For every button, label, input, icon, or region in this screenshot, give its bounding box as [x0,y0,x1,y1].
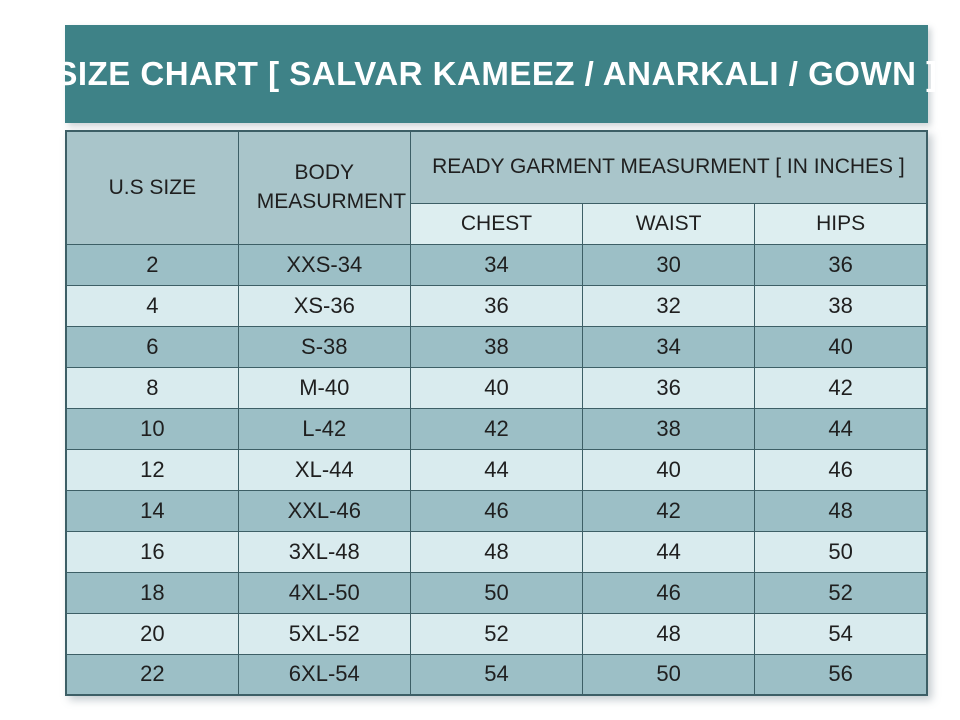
size-chart-table: U.S SIZE BODY MEASURMENT READY GARMENT M… [65,130,928,696]
table-cell-body: 6XL-54 [237,653,411,696]
col-header-chest: CHEST [409,202,584,245]
table-cell-hips: 40 [754,325,928,368]
table-header: U.S SIZE BODY MEASURMENT READY GARMENT M… [65,130,928,245]
table-cell-waist: 50 [582,653,756,696]
table-cell-waist: 44 [582,530,756,573]
col-header-ready-garment: READY GARMENT MEASURMENT [ IN INCHES ] [409,130,928,204]
table-cell-chest: 46 [409,489,584,532]
table-row: 6 S-38 38 34 40 [65,325,928,368]
table-cell-hips: 48 [754,489,928,532]
table-cell-hips: 42 [754,366,928,409]
table-cell-chest: 34 [409,243,584,286]
table-cell-waist: 46 [582,571,756,614]
chart-title: SIZE CHART [ SALVAR KAMEEZ / ANARKALI / … [55,55,938,92]
chart-title-bar: SIZE CHART [ SALVAR KAMEEZ / ANARKALI / … [55,25,937,123]
table-cell-body: L-42 [237,407,411,450]
table-cell-body: M-40 [237,366,411,409]
table-cell-chest: 54 [409,653,584,696]
table-cell-body: 5XL-52 [237,612,411,655]
table-row: 16 3XL-48 48 44 50 [65,530,928,573]
table-cell-waist: 38 [582,407,756,450]
table-cell-body: XS-36 [237,284,411,327]
table-cell-chest: 36 [409,284,584,327]
table-cell-us_size: 22 [65,653,239,696]
table-row: 8 M-40 40 36 42 [65,366,928,409]
table-cell-chest: 48 [409,530,584,573]
table-row: 12 XL-44 44 40 46 [65,448,928,491]
table-cell-us_size: 2 [65,243,239,286]
table-cell-waist: 34 [582,325,756,368]
col-header-body-measurement-label: BODY MEASURMENT [256,161,407,213]
table-row: 18 4XL-50 50 46 52 [65,571,928,614]
table-cell-body: 3XL-48 [237,530,411,573]
header-row-main: U.S SIZE BODY MEASURMENT READY GARMENT M… [65,130,928,245]
table-cell-us_size: 8 [65,366,239,409]
table-cell-chest: 38 [409,325,584,368]
col-header-body-measurement: BODY MEASURMENT [237,130,411,245]
table-cell-hips: 38 [754,284,928,327]
table-cell-waist: 32 [582,284,756,327]
table-cell-waist: 40 [582,448,756,491]
table-body: 2 XXS-34 34 30 36 4 XS-36 36 32 38 6 S-38 38 34 40 8 M-4… [65,243,928,696]
table-cell-waist: 36 [582,366,756,409]
table-cell-waist: 42 [582,489,756,532]
table-row: 22 6XL-54 54 50 56 [65,653,928,696]
table-row: 20 5XL-52 52 48 54 [65,612,928,655]
table-cell-body: XXS-34 [237,243,411,286]
table-cell-body: 4XL-50 [237,571,411,614]
size-chart-page: SIZE CHART [ SALVAR KAMEEZ / ANARKALI / … [55,25,937,696]
col-header-waist: WAIST [582,202,756,245]
table-cell-us_size: 12 [65,448,239,491]
table-cell-waist: 30 [582,243,756,286]
table-cell-us_size: 16 [65,530,239,573]
table-cell-body: XXL-46 [237,489,411,532]
table-cell-chest: 52 [409,612,584,655]
table-cell-us_size: 18 [65,571,239,614]
table-row: 4 XS-36 36 32 38 [65,284,928,327]
table-cell-hips: 46 [754,448,928,491]
table-row: 2 XXS-34 34 30 36 [65,243,928,286]
col-header-us-size: U.S SIZE [65,130,239,245]
table-cell-hips: 56 [754,653,928,696]
table-cell-hips: 52 [754,571,928,614]
table-cell-us_size: 10 [65,407,239,450]
table-row: 14 XXL-46 46 42 48 [65,489,928,532]
table-cell-us_size: 6 [65,325,239,368]
col-header-hips: HIPS [754,202,928,245]
table-cell-chest: 50 [409,571,584,614]
table-cell-chest: 44 [409,448,584,491]
table-cell-hips: 50 [754,530,928,573]
table-cell-hips: 44 [754,407,928,450]
table-cell-us_size: 20 [65,612,239,655]
table-cell-body: XL-44 [237,448,411,491]
table-cell-chest: 40 [409,366,584,409]
table-row: 10 L-42 42 38 44 [65,407,928,450]
table-cell-body: S-38 [237,325,411,368]
table-cell-us_size: 14 [65,489,239,532]
table-cell-chest: 42 [409,407,584,450]
header-row-sub: CHEST WAIST HIPS [66,202,928,245]
table-cell-hips: 36 [754,243,928,286]
table-cell-waist: 48 [582,612,756,655]
table-cell-us_size: 4 [65,284,239,327]
table-cell-hips: 54 [754,612,928,655]
